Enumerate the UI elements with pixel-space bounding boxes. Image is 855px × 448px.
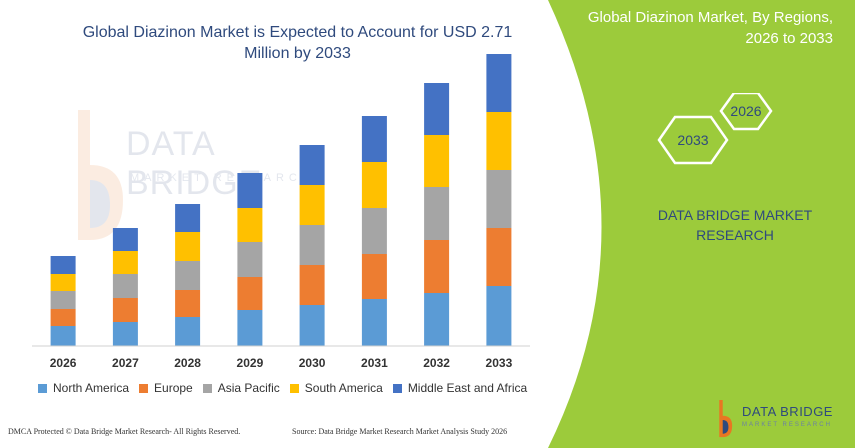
bar-2030-series-1	[299, 265, 325, 305]
panel-title: Global Diazinon Market, By Regions, 2026…	[587, 9, 833, 47]
logo-sub: MARKET RESEARCH	[742, 422, 832, 428]
panel-shape	[548, 0, 855, 448]
legend-item: North America	[38, 381, 129, 395]
bar-2032-series-0	[424, 293, 450, 346]
watermark-sub: MARKET RESEARCH	[130, 172, 315, 184]
bar-2031-series-3	[361, 162, 387, 208]
bar-2032-series-2	[424, 187, 450, 240]
bar-2031-series-2	[361, 208, 387, 254]
bar-2031-series-1	[361, 254, 387, 299]
footer-source: Source: Data Bridge Market Research Mark…	[292, 427, 508, 436]
bar-2031-series-4	[361, 116, 387, 162]
logo-b-icon	[719, 400, 733, 438]
legend-label: Asia Pacific	[217, 381, 280, 395]
x-tick-label: 2030	[299, 356, 326, 370]
hexagon-end-label: 2033	[677, 132, 708, 148]
bar-2028-series-4	[175, 204, 201, 232]
legend-swatch	[38, 383, 47, 393]
bar-2030-series-0	[299, 305, 325, 346]
chart-title: Global Diazinon Market is Expected to Ac…	[82, 24, 513, 62]
bar-2032-series-3	[424, 135, 450, 187]
x-tick-label: 2033	[486, 356, 513, 370]
x-tick-label: 2032	[423, 356, 450, 370]
bar-2027-series-2	[112, 274, 138, 298]
hexagon-end-year	[657, 115, 729, 165]
bar-2028-series-0	[175, 317, 201, 346]
legend-item: Europe	[139, 381, 193, 395]
bar-2033-series-0	[486, 286, 512, 346]
bar-2033-series-2	[486, 170, 512, 228]
bar-2032-series-1	[424, 240, 450, 293]
bar-2033-series-4	[486, 54, 512, 112]
legend-item: Asia Pacific	[202, 381, 280, 395]
legend-swatch	[202, 383, 212, 393]
chart-legend: North America Europe Asia Pacific South Ame…	[38, 380, 537, 396]
x-tick-label: 2028	[174, 356, 201, 370]
bar-2031-series-0	[361, 299, 387, 346]
year-hexagons: 2026 2033	[657, 93, 773, 165]
bar-group	[50, 54, 512, 346]
panel-brand: DATA BRIDGE MARKET RESEARCH	[657, 207, 813, 243]
bar-2030-series-2	[299, 225, 325, 265]
legend-label: South America	[304, 381, 383, 395]
hexagon-start-label: 2026	[730, 103, 761, 119]
bar-2027-series-4	[112, 228, 138, 251]
bar-2028-series-3	[175, 232, 201, 261]
bar-2027-series-0	[112, 322, 138, 346]
bar-2028-series-2	[175, 261, 201, 290]
legend-swatch	[289, 383, 299, 393]
footer-logo: DATA BRIDGE MARKET RESEARCH	[712, 398, 852, 442]
legend-swatch	[139, 383, 149, 393]
x-tick-label: 2026	[50, 356, 77, 370]
bar-2030-series-4	[299, 145, 325, 185]
bar-2026-series-3	[50, 274, 76, 291]
bar-2033-series-1	[486, 228, 512, 286]
bar-2032-series-4	[424, 83, 450, 135]
bar-2033-series-3	[486, 112, 512, 170]
bar-2028-series-1	[175, 290, 201, 317]
legend-label: Middle East and Africa	[407, 381, 528, 395]
bar-2027-series-1	[112, 298, 138, 322]
x-tick-label: 2031	[361, 356, 388, 370]
bar-2026-series-0	[50, 326, 76, 346]
bar-2029-series-1	[237, 277, 263, 310]
x-tick-label: 2029	[237, 356, 264, 370]
bar-2027-series-3	[112, 251, 138, 274]
bar-2029-series-2	[237, 242, 263, 277]
x-tick-labels: 2026 2027 2028 2029 2030 2031 2032 2033	[50, 356, 513, 370]
hexagon-start-year	[719, 93, 773, 131]
legend-item: South America	[289, 381, 383, 395]
bar-2029-series-4	[237, 173, 263, 208]
bar-2030-series-3	[299, 185, 325, 225]
x-tick-label: 2027	[112, 356, 139, 370]
bar-2026-series-1	[50, 309, 76, 326]
legend-label: North America	[53, 381, 130, 395]
bar-2029-series-0	[237, 310, 263, 346]
bar-2029-series-3	[237, 208, 263, 242]
watermark-b-icon	[78, 110, 123, 240]
legend-item: Middle East and Africa	[392, 381, 528, 395]
logo-name: DATA BRIDGE	[742, 404, 833, 419]
stacked-bar-chart: 2026 2027 2028 2029 2030 2031 2032 2033	[32, 54, 530, 370]
legend-swatch	[392, 383, 402, 393]
bar-2026-series-2	[50, 291, 76, 309]
legend-label: Europe	[154, 381, 193, 395]
footer-copyright: DMCA Protected © Data Bridge Market Rese…	[8, 427, 241, 436]
bar-2026-series-4	[50, 256, 76, 274]
